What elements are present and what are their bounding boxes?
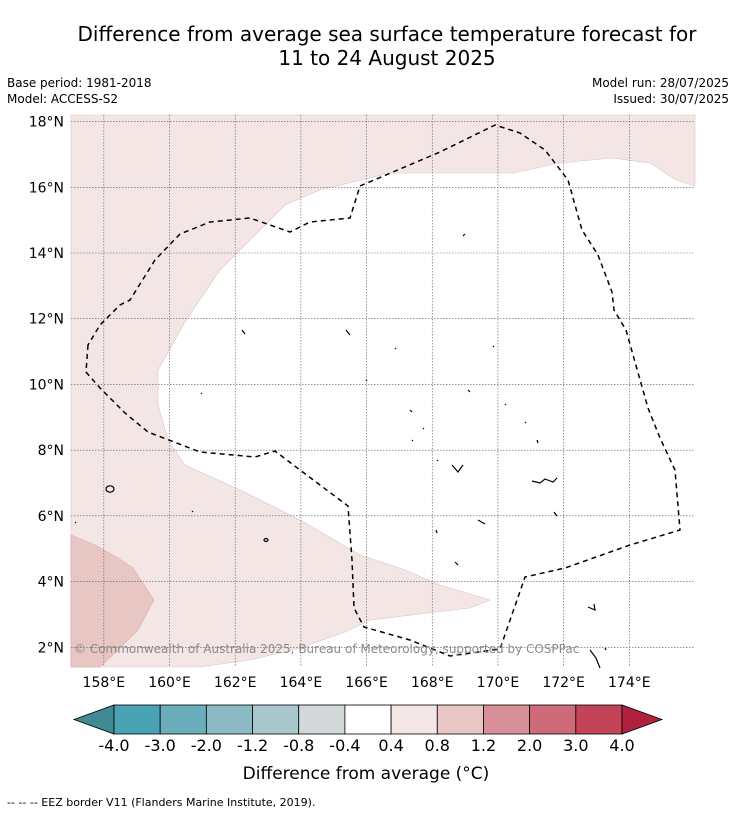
longitude-tick-label: 170°E [477, 675, 520, 691]
island [587, 603, 601, 669]
map-gridlines [71, 115, 695, 667]
meta-right: Model run: 28/07/2025 Issued: 30/07/2025 [592, 75, 729, 107]
model-run: Model run: 28/07/2025 [591, 76, 729, 90]
latitude-tick-label: 6°N [38, 509, 64, 525]
colorbar-title-text: Difference from average (°C) [242, 764, 490, 784]
eez-legend-note: -- -- -- EEZ border V11 (Flanders Marine… [7, 796, 316, 809]
longitude-tick-label: 168°E [411, 675, 454, 691]
latitude-tick-label: 4°N [38, 575, 64, 591]
colorbar-tick-label: 4.0 [609, 736, 635, 755]
copyright-notice: © Commonwealth of Australia 2025, Bureau… [74, 642, 579, 656]
colorbar-tick-label: -3.0 [144, 736, 176, 755]
title-line-2: 11 to 24 August 2025 [278, 46, 496, 70]
colorbar-tick-label: -1.2 [236, 736, 269, 755]
longitude-tick-label: 172°E [542, 675, 585, 691]
colorbar-swatch [113, 704, 161, 735]
issued-date: Issued: 30/07/2025 [613, 92, 729, 106]
colorbar-swatch [390, 704, 438, 735]
map-plot-area: © Commonwealth of Australia 2025, Bureau… [70, 114, 696, 669]
island [451, 464, 486, 525]
colorbar [72, 704, 664, 735]
colorbar-tick-label: 0.4 [378, 736, 404, 755]
colorbar-swatch [159, 704, 207, 735]
longitude-tick-label: 160°E [148, 675, 191, 691]
colorbar-tick-label: 1.2 [470, 736, 497, 755]
colorbar-swatch [298, 704, 346, 735]
longitude-tick-label: 164°E [280, 675, 323, 691]
longitude-labels: 158°E 160°E 162°E 164°E 166°E 168°E 170°E 172°E… [83, 675, 651, 691]
colorbar-swatch [529, 704, 577, 735]
colorbar-swatch [252, 704, 300, 735]
eez-border [85, 124, 681, 657]
latitude-labels: 2°N 4°N 6°N 8°N 10°N 12°N 14°N 16°N 18°N [29, 115, 64, 657]
latitude-tick-label: 16°N [29, 180, 64, 196]
latitude-tick-label: 8°N [38, 443, 64, 459]
island [105, 485, 115, 493]
colorbar-swatch [205, 704, 253, 735]
colorbar-tick-label: -0.8 [283, 736, 315, 755]
meta-left: Base period: 1981-2018 Model: ACCESS-S2 [7, 75, 152, 107]
model-name: Model: ACCESS-S2 [7, 92, 119, 106]
colorbar-under-arrow [72, 704, 115, 735]
colorbar-tick-label: 2.0 [516, 736, 543, 755]
colorbar-tick-label: -4.0 [98, 736, 130, 755]
latitude-tick-label: 2°N [38, 640, 64, 656]
latitude-tick-label: 12°N [29, 312, 64, 328]
colorbar-swatch [344, 704, 392, 735]
colorbar-tick-label: -2.0 [190, 736, 222, 755]
island [241, 233, 558, 566]
latitude-tick-label: 10°N [29, 377, 64, 393]
latitude-tick-label: 18°N [29, 115, 64, 131]
island [531, 477, 558, 484]
colorbar-swatch [575, 704, 623, 735]
base-period: Base period: 1981-2018 [7, 76, 152, 90]
colorbar-title: Difference from average (°C) [0, 764, 736, 784]
figure-title: Difference from average sea surface temp… [0, 22, 736, 70]
colorbar-swatch [436, 704, 484, 735]
colorbar-tick-label: -0.4 [329, 736, 361, 755]
longitude-tick-label: 174°E [608, 675, 651, 691]
island [74, 345, 607, 651]
colorbar-swatch [483, 704, 531, 735]
title-line-1: Difference from average sea surface temp… [77, 22, 697, 46]
island-outlines [74, 233, 607, 669]
anomaly-region-0-8-to-1-2 [70, 534, 155, 668]
colorbar-tick-label: 3.0 [563, 736, 589, 755]
longitude-tick-label: 162°E [214, 675, 257, 691]
latitude-tick-label: 14°N [29, 246, 64, 262]
island [263, 537, 269, 543]
longitude-tick-label: 158°E [83, 675, 126, 691]
longitude-tick-label: 166°E [345, 675, 388, 691]
colorbar-tick-label: 0.8 [424, 736, 450, 755]
colorbar-over-arrow [621, 704, 664, 735]
